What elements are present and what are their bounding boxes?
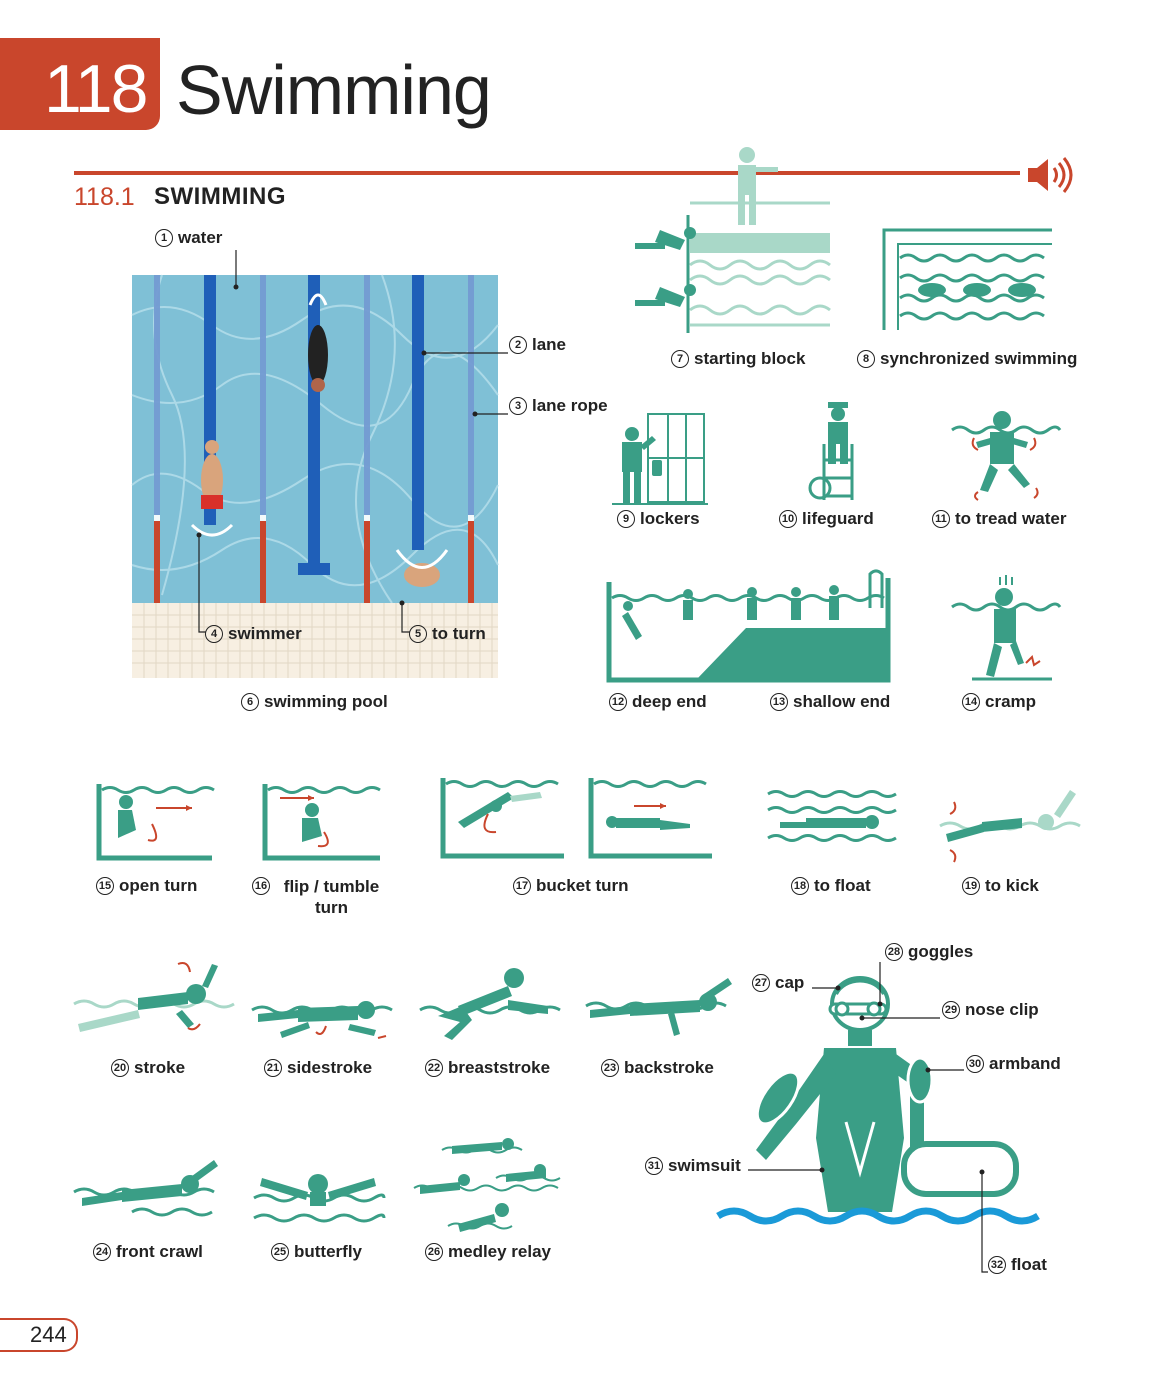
section-title: SWIMMING bbox=[154, 183, 286, 210]
label-to-kick: 19 to kick bbox=[962, 876, 1039, 896]
sidestroke-illustration bbox=[251, 1001, 393, 1039]
open-turn-illustration bbox=[96, 784, 215, 861]
tread-water-illustration bbox=[951, 411, 1062, 501]
section-rule bbox=[74, 171, 1020, 175]
page-number-tab bbox=[0, 1318, 78, 1352]
label-front-crawl: 24 front crawl bbox=[93, 1242, 203, 1262]
synchronized-swimming-illustration bbox=[882, 228, 1052, 330]
label-water: 1 water bbox=[155, 228, 222, 248]
starting-block-illustration bbox=[635, 147, 831, 333]
section-number: 118.1 bbox=[74, 183, 135, 211]
page-number: 244 bbox=[30, 1322, 67, 1347]
label-stroke: 20 stroke bbox=[111, 1058, 185, 1078]
label-breaststroke: 22 breaststroke bbox=[425, 1058, 550, 1078]
label-backstroke: 23 backstroke bbox=[601, 1058, 714, 1078]
label-swimming-pool: 6 swimming pool bbox=[241, 692, 388, 712]
label-swimsuit: 31 swimsuit bbox=[645, 1156, 741, 1176]
speaker-icon[interactable] bbox=[1026, 157, 1074, 193]
flip-turn-illustration bbox=[262, 784, 381, 861]
swimming-pool-illustration bbox=[131, 274, 499, 678]
label-to-float: 18 to float bbox=[791, 876, 871, 896]
breaststroke-illustration bbox=[419, 968, 561, 1040]
butterfly-illustration bbox=[253, 1174, 386, 1223]
chapter-badge bbox=[0, 38, 160, 130]
chapter-title: Swimming bbox=[176, 51, 492, 129]
label-lifeguard: 10 lifeguard bbox=[779, 509, 874, 529]
front-crawl-illustration bbox=[73, 1160, 218, 1217]
bucket-turn-illustration bbox=[440, 778, 712, 859]
label-tread-water: 11 to tread water bbox=[932, 509, 1066, 529]
float-illustration bbox=[767, 790, 897, 842]
label-armband: 30 armband bbox=[966, 1054, 1061, 1074]
lockers-illustration bbox=[612, 413, 708, 505]
label-lane: 2 lane bbox=[509, 335, 566, 355]
label-starting-block: 7 starting block bbox=[671, 349, 805, 369]
stroke-illustration bbox=[73, 962, 235, 1032]
backstroke-illustration bbox=[585, 978, 732, 1036]
label-cap: 27 cap bbox=[752, 973, 804, 993]
lifeguard-illustration bbox=[808, 402, 854, 500]
label-medley-relay: 26 medley relay bbox=[425, 1242, 551, 1262]
label-lockers: 9 lockers bbox=[617, 509, 700, 529]
label-lane-rope: 3 lane rope bbox=[509, 396, 608, 416]
label-sidestroke: 21 sidestroke bbox=[264, 1058, 372, 1078]
label-synchronized-swimming: 8 synchronized swimming bbox=[857, 349, 1077, 369]
label-to-turn: 5 to turn bbox=[409, 624, 486, 644]
label-open-turn: 15 open turn bbox=[96, 876, 197, 896]
pool-depth-illustration bbox=[606, 569, 891, 683]
label-swimmer: 4 swimmer bbox=[205, 624, 302, 644]
label-butterfly: 25 butterfly bbox=[271, 1242, 362, 1262]
label-flip-turn: 16 flip / tumble turn bbox=[252, 876, 388, 918]
kick-illustration bbox=[939, 790, 1081, 863]
label-deep-end: 12 deep end bbox=[609, 692, 707, 712]
label-bucket-turn: 17 bucket turn bbox=[513, 876, 629, 896]
medley-relay-illustration bbox=[413, 1138, 561, 1232]
label-cramp: 14 cramp bbox=[962, 692, 1036, 712]
swimmer-with-armbands-illustration bbox=[716, 976, 1040, 1225]
cramp-illustration bbox=[951, 575, 1062, 681]
label-shallow-end: 13 shallow end bbox=[770, 692, 890, 712]
label-nose-clip: 29 nose clip bbox=[942, 1000, 1039, 1020]
label-float: 32 float bbox=[988, 1255, 1047, 1275]
chapter-number: 118 bbox=[44, 51, 148, 127]
label-goggles: 28 goggles bbox=[885, 942, 973, 962]
